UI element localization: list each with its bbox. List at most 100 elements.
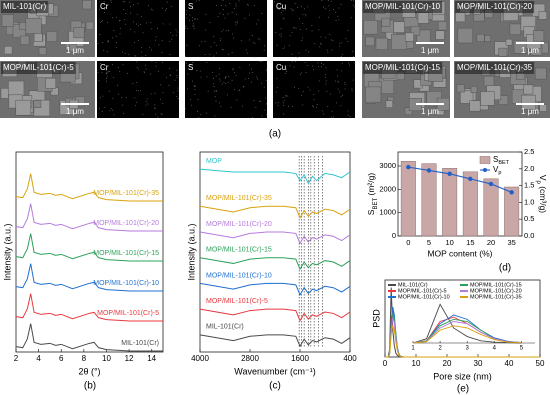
map-dot: [145, 64, 147, 66]
tile-title: MIL-101(Cr): [3, 2, 46, 11]
scale-label: 1 μm: [66, 107, 84, 116]
tile-title: MOP/MIL-101(Cr)-10: [365, 2, 441, 11]
map-dot: [169, 75, 171, 76]
map-dot: [193, 28, 195, 30]
map-dot: [158, 70, 159, 72]
inset-x-tick-label: 1: [411, 346, 415, 352]
map-dot: [110, 0, 112, 1]
map-dot: [204, 41, 206, 42]
map-dot: [154, 104, 156, 106]
map-dot: [155, 36, 157, 38]
map-dot: [115, 35, 117, 37]
map-dot: [166, 8, 167, 10]
map-dot: [344, 88, 346, 90]
map-dot: [324, 8, 326, 10]
map-dot: [234, 89, 235, 90]
map-dot: [102, 95, 104, 97]
line-series: [408, 166, 512, 193]
map-dot: [106, 76, 108, 78]
map-dot: [264, 109, 266, 111]
map-dot: [162, 61, 163, 63]
x-axis-label: MOP content (%): [427, 248, 492, 258]
line-point: [509, 190, 514, 195]
map-dot: [189, 14, 191, 16]
map-dot: [330, 39, 332, 41]
map-dot: [353, 56, 354, 57]
map-dot: [228, 30, 230, 31]
inset-x-tick-label: 4: [493, 346, 497, 352]
map-dot: [259, 61, 261, 62]
map-dot: [209, 22, 211, 23]
map-dot: [174, 79, 176, 81]
title-backdrop: [363, 62, 443, 74]
series-label: MOP/MIL-101(Cr)-10: [206, 272, 272, 279]
map-dot: [125, 13, 127, 15]
line-point: [447, 171, 452, 177]
map-dot: [225, 76, 227, 78]
map-dot: [193, 25, 195, 27]
map-dot: [196, 70, 198, 72]
map-dot: [112, 17, 114, 19]
map-dot: [220, 38, 222, 40]
map-dot: [191, 104, 192, 106]
map-dot: [295, 27, 297, 29]
map-dot: [209, 54, 211, 55]
map-dot: [106, 73, 108, 75]
map-dot: [111, 63, 113, 65]
map-dot: [323, 113, 324, 115]
map-dot: [136, 101, 138, 103]
map-dot: [224, 77, 226, 78]
map-dot: [301, 94, 303, 96]
map-dot: [140, 90, 142, 92]
map-dot: [124, 53, 126, 54]
map-dot: [252, 42, 254, 44]
map-dot: [162, 23, 164, 25]
map-dot: [305, 72, 307, 73]
map-dot: [251, 35, 253, 36]
map-dot: [291, 53, 293, 55]
particle: [82, 0, 92, 10]
map-dot: [338, 81, 339, 83]
map-dot: [150, 73, 152, 75]
map-dot: [248, 39, 250, 41]
plot-frame: [199, 151, 351, 353]
map-dot: [103, 50, 105, 52]
tile-title: S: [188, 2, 193, 11]
map-dot: [121, 97, 123, 99]
map-dot: [136, 66, 138, 68]
map-dot: [192, 8, 193, 9]
map-dot: [354, 62, 356, 64]
x-tick-label: 0: [383, 359, 388, 368]
particle: [405, 32, 414, 42]
map-dot: [192, 17, 194, 19]
series-line: [15, 323, 163, 352]
map-dot: [324, 74, 326, 76]
y-tick-label: 0: [392, 231, 396, 240]
map-dot: [339, 42, 341, 44]
map-dot: [118, 67, 120, 69]
map-dot: [122, 104, 124, 106]
map-dot: [145, 104, 147, 106]
series-label: MOP/MIL-101(Cr)-35: [206, 195, 272, 202]
map-dot: [144, 71, 146, 73]
tile-title: MOP/MIL-101(Cr)-35: [457, 63, 533, 72]
map-dot: [154, 92, 156, 94]
particle: [363, 20, 378, 35]
map-dot: [228, 76, 230, 77]
map-dot: [214, 42, 216, 43]
particle: [59, 66, 76, 83]
map-dot: [326, 91, 328, 92]
inset-x-tick-label: 3: [466, 346, 470, 352]
map-dot: [345, 37, 347, 39]
map-dot: [316, 107, 317, 109]
map-dot: [291, 32, 293, 34]
map-dot: [266, 69, 267, 71]
map-dot: [155, 65, 157, 67]
particle: [375, 37, 388, 50]
map-dot: [311, 25, 313, 26]
map-dot: [274, 1, 275, 3]
bar: [504, 186, 520, 237]
map-dot: [253, 5, 255, 7]
map-dot: [169, 54, 171, 55]
